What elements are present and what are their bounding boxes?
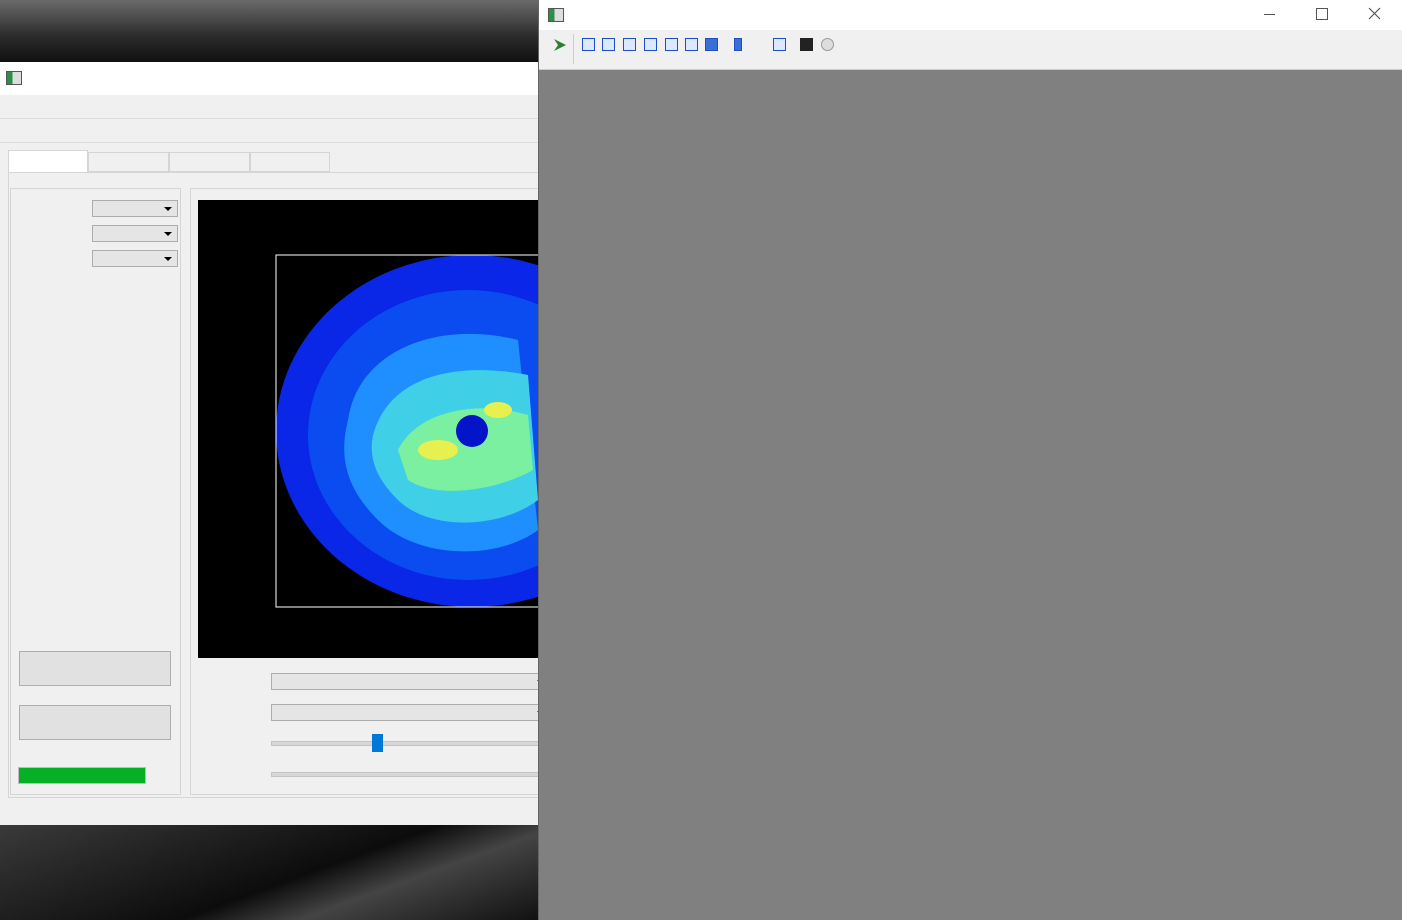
tool-icon[interactable] [582,38,595,51]
main-window [0,62,538,825]
radar-echo [398,408,533,491]
minimize-button[interactable] [1264,14,1275,15]
tool-icon[interactable] [602,38,615,51]
tab-active[interactable] [8,150,88,173]
wallpaper [0,0,540,62]
app-icon [548,8,564,22]
mayavi-window [538,0,1402,920]
combo-box[interactable] [92,200,178,217]
3d-scene [539,70,1402,920]
progress-bar [18,767,146,784]
slider-track [271,741,538,746]
close-button[interactable] [1368,7,1381,20]
tool-icon[interactable] [773,38,786,51]
combo-box[interactable] [92,250,178,267]
tab[interactable] [88,152,169,172]
radar-plot [198,200,538,658]
group-box [10,188,181,795]
wallpaper [0,825,540,920]
radar-echo [484,402,512,418]
radar-image [276,255,538,607]
radar-echo [418,440,458,460]
slider-track [271,772,538,777]
toolbar [0,118,538,143]
group-box [190,188,538,795]
button[interactable] [19,705,171,740]
tool-icon[interactable] [705,38,718,51]
toolbar [539,30,1402,70]
tool-icon[interactable] [685,38,698,51]
tool-icon[interactable] [800,38,813,51]
tab[interactable] [169,152,250,172]
tool-icon[interactable] [754,38,767,51]
title-bar [0,62,538,95]
axes-frame [275,254,538,608]
tab[interactable] [250,152,330,172]
app-icon [6,71,22,85]
combo-box[interactable] [92,225,178,242]
combo-box[interactable] [271,673,538,690]
tool-icon[interactable] [552,37,568,53]
tool-icon[interactable] [821,38,834,51]
combo-box[interactable] [271,704,538,721]
tool-icon[interactable] [734,38,742,51]
slider-handle[interactable] [372,734,383,752]
maximize-button[interactable] [1316,8,1328,20]
separator [573,34,574,64]
tool-icon[interactable] [623,38,636,51]
title-bar [539,0,1402,30]
radar-center [456,415,488,447]
tab-panel [8,172,538,798]
tool-icon[interactable] [644,38,657,51]
button[interactable] [19,651,171,686]
tool-icon[interactable] [665,38,678,51]
